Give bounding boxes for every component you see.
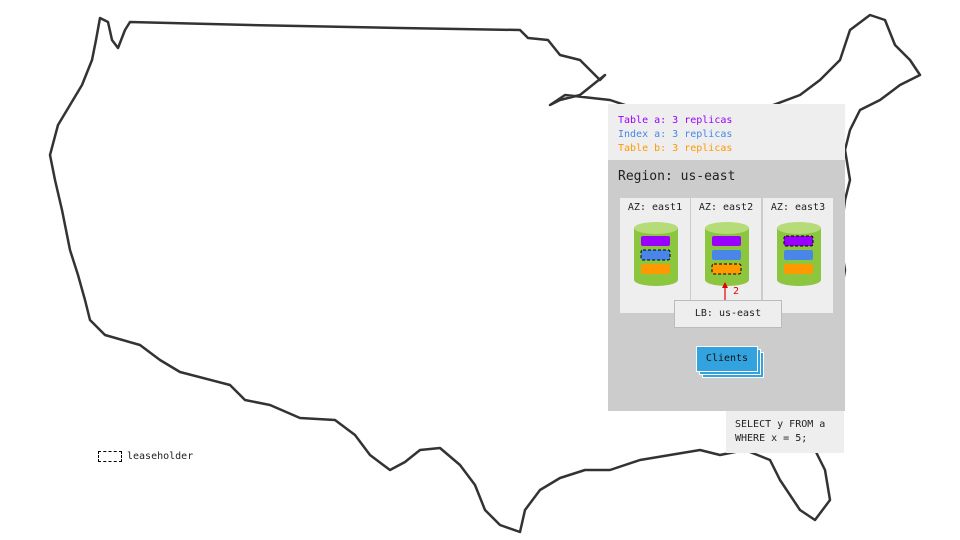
query-line-1: SELECT y FROM a [735, 419, 826, 430]
dashed-box-icon [98, 451, 122, 462]
replica-index-a [712, 250, 741, 260]
legend-index-a: Index a: 3 replicas [618, 129, 733, 140]
replica-legend: Table a: 3 replicas Index a: 3 replicas … [608, 104, 845, 160]
sql-query: SELECT y FROM a WHERE x = 5; [726, 411, 844, 453]
replica-table-a [712, 236, 741, 246]
replica-table-b-leaseholder [711, 263, 742, 275]
az-label: AZ: east2 [698, 202, 754, 213]
region-us-east: Region: us-east AZ: east1 AZ: east2 AZ: … [608, 160, 845, 411]
az-east1: AZ: east1 [620, 198, 690, 313]
az-label: AZ: east1 [627, 202, 683, 213]
az-east3: AZ: east3 [763, 198, 833, 313]
az-east2: AZ: east2 [691, 198, 761, 313]
database-icon [634, 222, 678, 286]
replica-table-a-leaseholder [783, 235, 814, 247]
replica-table-b [641, 264, 670, 274]
replica-index-a-leaseholder [640, 249, 671, 261]
replica-table-b [784, 264, 813, 274]
database-icon [777, 222, 821, 286]
region-title: Region: us-east [618, 169, 736, 184]
legend-table-b: Table b: 3 replicas [618, 143, 733, 154]
database-icon [705, 222, 749, 286]
replica-table-a [641, 236, 670, 246]
load-balancer: LB: us-east [674, 300, 782, 328]
query-line-2: WHERE x = 5; [735, 433, 808, 444]
arrow-step-label: 2 [733, 286, 740, 297]
legend-table-a: Table a: 3 replicas [618, 115, 733, 126]
replica-index-a [784, 250, 813, 260]
leaseholder-label: leaseholder [127, 451, 194, 462]
az-label: AZ: east3 [770, 202, 826, 213]
leaseholder-legend: leaseholder [98, 451, 193, 462]
clients-box: Clients [696, 346, 758, 372]
arrow-up-icon [722, 282, 728, 302]
